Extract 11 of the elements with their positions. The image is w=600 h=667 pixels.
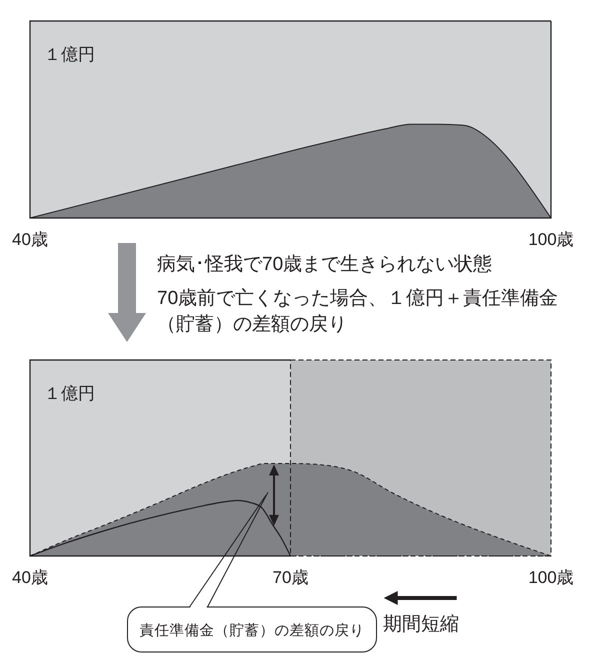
chart-title: 病気･怪我で70歳まで生きられない状態 xyxy=(157,254,492,275)
text: １億円 xyxy=(44,384,95,403)
x-tick-label: 100歳 xyxy=(528,568,574,587)
text: 責任準備金（貯蓄）の差額の戻り xyxy=(140,622,364,639)
x-tick-label: 70歳 xyxy=(272,568,308,587)
x-tick-label: 100歳 xyxy=(528,230,574,249)
x-tick-label: 40歳 xyxy=(12,230,48,249)
text: １億円 xyxy=(44,45,95,64)
text: 期間短縮 xyxy=(382,614,459,635)
x-tick-label: 40歳 xyxy=(12,568,48,587)
chart-subtitle: 70歳前で亡くなった場合、１億円＋責任準備金（貯蓄）の差額の戻り xyxy=(157,287,558,335)
